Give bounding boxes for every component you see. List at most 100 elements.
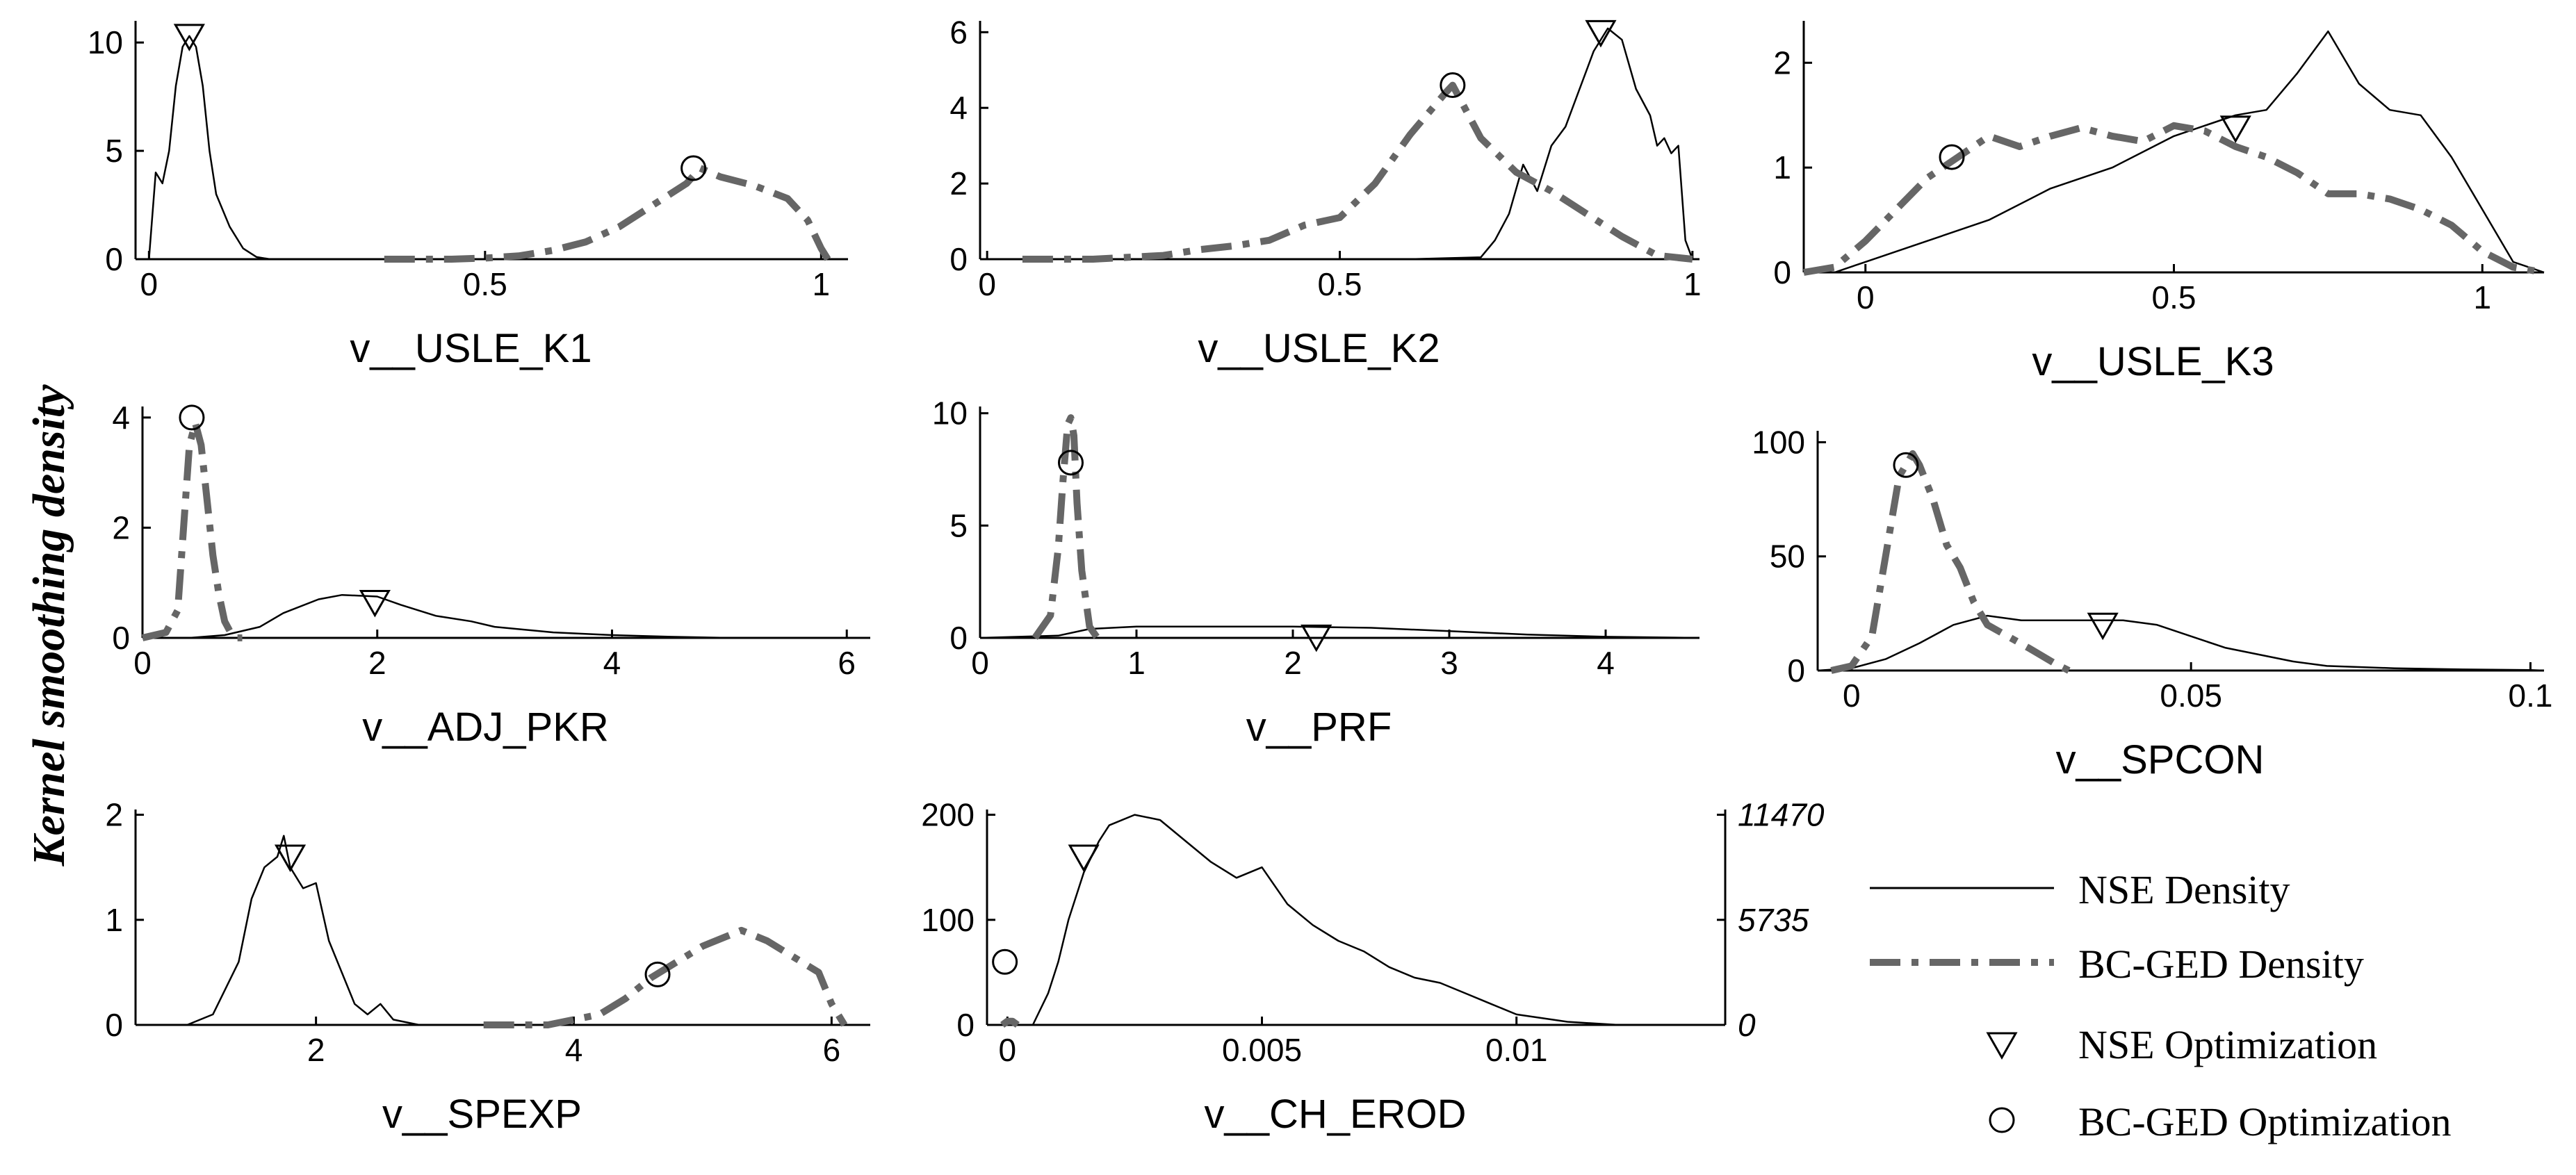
- bcged-density-line: [141, 419, 243, 641]
- y-tick-label: 0: [1773, 254, 1791, 290]
- x-tick-label: 0: [978, 266, 996, 302]
- nse-optimization-marker: [2219, 115, 2251, 143]
- bcged-density-line: [1803, 122, 2545, 276]
- x-axis-label: v__USLE_K2: [1198, 326, 1440, 371]
- y-tick-label: 10: [88, 24, 123, 60]
- legend-label-bcged-optimization: BC-GED Optimization: [2078, 1099, 2451, 1144]
- legend-label-bcged-density: BC-GED Density: [2078, 942, 2364, 987]
- y-tick-label: 0: [949, 241, 968, 277]
- x-tick-label: 0: [1857, 279, 1875, 315]
- x-tick-label: 0.05: [2160, 677, 2222, 714]
- y-tick-label: 2: [949, 165, 968, 202]
- panel-6: 0 0.05 0.1 0 50 100 v__SPCON: [1752, 424, 2552, 782]
- bcged-optimization-marker: [1440, 72, 1466, 99]
- x-tick-label: 6: [838, 645, 856, 681]
- x-axis-label: v__SPCON: [2056, 737, 2265, 782]
- y-tick-label: 2: [1773, 44, 1791, 81]
- bcged-optimization-marker: [680, 155, 707, 181]
- x-tick-label: 0.1: [2508, 677, 2552, 714]
- x-tick-label: 0.01: [1485, 1032, 1548, 1068]
- x-tick-label: 0: [133, 645, 152, 681]
- y-tick-label: 2: [112, 509, 130, 545]
- x-tick-label: 0: [998, 1032, 1016, 1068]
- y-tick-label: 1: [105, 902, 123, 938]
- right-tick-label: 11470: [1738, 797, 1825, 833]
- bcged-density-line: [1830, 450, 2071, 674]
- x-tick-label: 0: [1843, 677, 1861, 714]
- bcged-density-line: [384, 165, 831, 263]
- nse-density-line: [189, 593, 870, 639]
- y-tick-label: 0: [949, 620, 968, 656]
- nse-optimization-marker: [1585, 19, 1617, 48]
- x-tick-label: 0.5: [1318, 266, 1362, 302]
- bcged-optimization-marker: [1058, 450, 1084, 476]
- y-tick-label: 2: [105, 797, 123, 833]
- y-axis-label: Kernel smoothing density: [24, 384, 74, 867]
- nse-density-line: [1817, 614, 2545, 672]
- nse-density-line: [186, 835, 420, 1026]
- y-tick-label: 10: [932, 395, 968, 432]
- nse-optimization-marker: [173, 24, 205, 51]
- nse-density-line: [148, 35, 284, 261]
- nse-density-line: [1410, 27, 1694, 261]
- bcged-density-line: [1032, 414, 1100, 640]
- nse-optimization-marker: [359, 589, 391, 618]
- x-tick-label: 1: [1127, 645, 1146, 681]
- right-tick-label: 5735: [1738, 902, 1809, 938]
- nse-optimization-marker: [274, 844, 307, 873]
- x-tick-label: 4: [603, 645, 621, 681]
- bcged-optimization-marker: [644, 961, 671, 987]
- bcged-density-line: [1022, 81, 1693, 263]
- x-axis-label: v__USLE_K1: [350, 326, 592, 371]
- panel-2: 0 0.5 1 0 2 4 6 v__USLE_K2: [949, 14, 1701, 371]
- y-tick-label: 50: [1770, 539, 1805, 575]
- x-tick-label: 2: [307, 1032, 325, 1068]
- x-tick-label: 3: [1440, 645, 1458, 681]
- legend-marker-bcged-optimization: [1989, 1107, 2015, 1133]
- x-tick-label: 0: [971, 645, 989, 681]
- x-tick-label: 6: [823, 1032, 841, 1068]
- y-tick-label: 5: [105, 133, 123, 169]
- nse-optimization-marker: [1301, 624, 1332, 652]
- panel-7: 2 4 6 0 1 2 v__SPEXP: [105, 797, 870, 1137]
- bcged-optimization-marker: [992, 948, 1018, 975]
- x-tick-label: 2: [1284, 645, 1302, 681]
- x-axis-label: v__CH_EROD: [1204, 1092, 1466, 1137]
- panel-3: 0 0.5 1 0 1 2 v__USLE_K3: [1773, 21, 2545, 384]
- bcged-optimization-marker: [179, 404, 205, 431]
- y-tick-label: 0: [105, 241, 123, 277]
- bcged-density-line: [1000, 1017, 1020, 1028]
- right-tick-label: 0: [1738, 1007, 1756, 1043]
- nse-optimization-marker: [1068, 844, 1100, 873]
- panel-8: 0 0.005 0.01 0 100 200 0 5735 11470 v__CH_EROD: [921, 797, 1825, 1137]
- y-tick-label: 4: [112, 400, 130, 436]
- x-axis-label: v__PRF: [1246, 705, 1392, 750]
- nse-density-line: [979, 625, 1700, 639]
- y-tick-label: 5: [949, 507, 968, 543]
- panel-5: 0 1 2 3 4 0 5 10 v__PRF: [932, 395, 1700, 750]
- x-tick-label: 1: [1684, 266, 1702, 302]
- nse-optimization-marker: [2087, 612, 2119, 641]
- x-axis-label: v__USLE_K3: [2032, 339, 2274, 384]
- y-tick-label: 1: [1773, 149, 1791, 186]
- y-tick-label: 0: [956, 1007, 975, 1043]
- x-tick-label: 4: [1597, 645, 1615, 681]
- y-tick-label: 100: [1752, 424, 1805, 460]
- y-tick-label: 4: [949, 90, 968, 126]
- y-tick-label: 100: [921, 902, 975, 938]
- legend: NSE Density BC-GED Density NSE Optimizat…: [1870, 867, 2451, 1144]
- y-tick-label: 6: [949, 14, 968, 50]
- nse-density-line: [1804, 30, 2545, 274]
- legend-marker-nse-optimization: [1986, 1032, 2018, 1060]
- y-tick-label: 0: [105, 1007, 123, 1043]
- legend-label-nse-density: NSE Density: [2078, 867, 2290, 912]
- bcged-density-line: [483, 926, 848, 1028]
- x-tick-label: 4: [565, 1032, 583, 1068]
- legend-label-nse-optimization: NSE Optimization: [2078, 1022, 2377, 1067]
- bcged-optimization-marker: [1893, 452, 1919, 478]
- bcged-optimization-marker: [1939, 144, 1965, 170]
- y-tick-label: 0: [1787, 652, 1805, 689]
- x-tick-label: 0.005: [1222, 1032, 1302, 1068]
